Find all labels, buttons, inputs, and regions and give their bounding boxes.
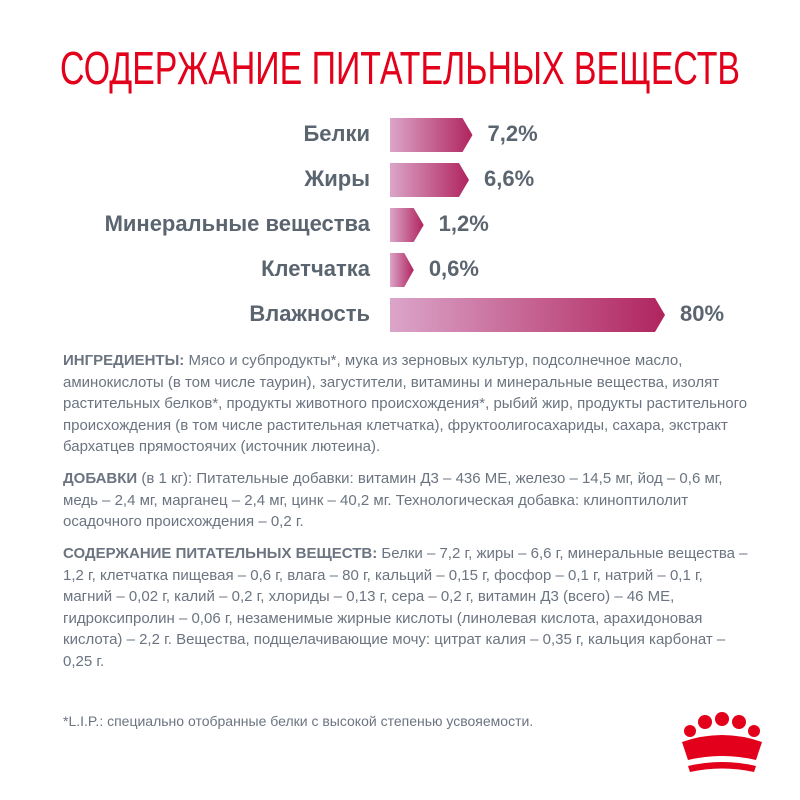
- ingredients: ИНГРЕДИЕНТЫ: Мясо и субпродукты*, мука и…: [63, 352, 748, 455]
- value-label: 1,2%: [439, 211, 489, 236]
- bar: [390, 208, 424, 242]
- category-label: Минеральные вещества: [105, 211, 371, 236]
- category-label: Жиры: [303, 166, 370, 191]
- footnote: *L.I.P.: специально отобранные белки с в…: [63, 713, 534, 729]
- bar: [390, 253, 414, 287]
- nutrients: СОДЕРЖАНИЕ ПИТАТЕЛЬНЫХ ВЕЩЕСТВ: Белки – …: [63, 545, 748, 670]
- chart-title: СОДЕРЖАНИЕ ПИТАТЕЛЬНЫХ ВЕЩЕСТВ: [60, 42, 740, 94]
- additives: ДОБАВКИ (в 1 кг): Питательные добавки: в…: [63, 470, 723, 530]
- value-label: 6,6%: [484, 166, 534, 191]
- bar: [390, 298, 665, 332]
- category-label: Влажность: [249, 301, 370, 326]
- logo: [682, 712, 762, 772]
- category-label: Белки: [303, 121, 370, 146]
- bar: [390, 118, 473, 152]
- bar: [390, 163, 469, 197]
- value-label: 0,6%: [429, 256, 479, 281]
- value-label: 80%: [680, 301, 724, 326]
- value-label: 7,2%: [488, 121, 538, 146]
- category-label: Клетчатка: [261, 256, 371, 281]
